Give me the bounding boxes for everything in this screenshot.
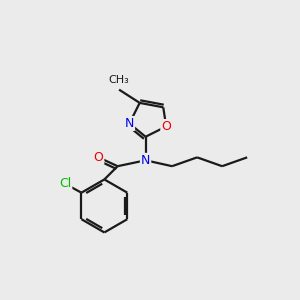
Text: O: O (161, 120, 171, 133)
Text: N: N (141, 154, 150, 167)
Text: O: O (94, 151, 103, 164)
Text: N: N (125, 117, 134, 130)
Text: Cl: Cl (59, 177, 71, 190)
Text: CH₃: CH₃ (109, 75, 130, 85)
